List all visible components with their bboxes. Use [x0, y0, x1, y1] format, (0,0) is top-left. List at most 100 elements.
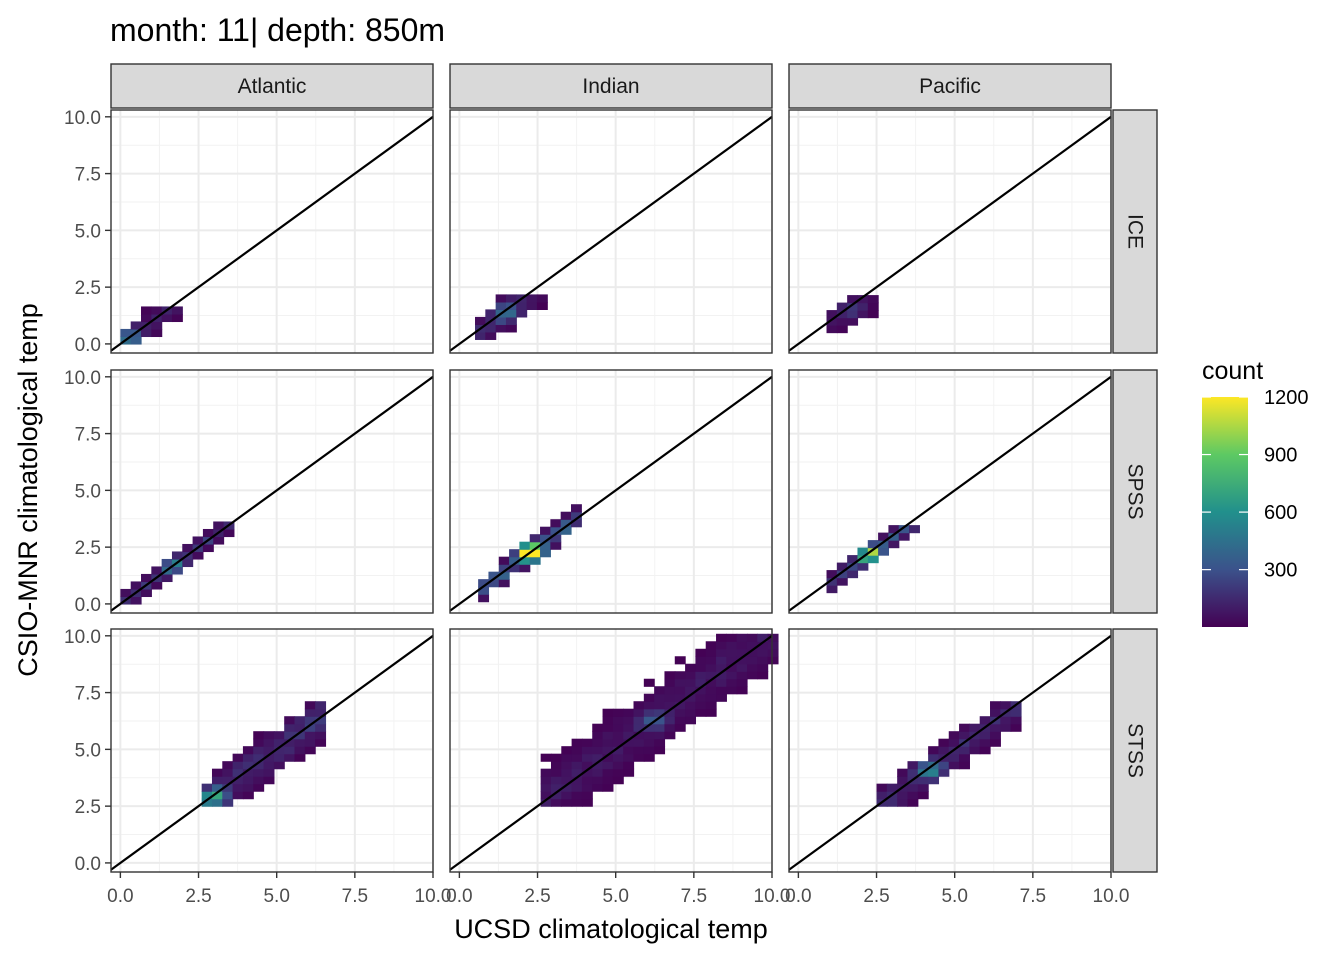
heat-tile: [695, 693, 707, 702]
heat-tile: [602, 761, 614, 770]
heat-tile: [242, 753, 254, 762]
heat-tile: [1010, 708, 1022, 717]
heat-tile: [990, 738, 1001, 747]
heat-tile: [623, 746, 635, 755]
heat-tile: [495, 301, 507, 310]
heat-tile: [767, 656, 779, 665]
heat-tile: [836, 562, 848, 571]
heat-tile: [141, 328, 152, 338]
heat-tile: [674, 656, 686, 665]
column-strip: [788, 63, 1112, 109]
heat-tile: [550, 526, 562, 535]
heat-tiles: [540, 633, 779, 807]
heat-tile: [959, 761, 970, 770]
heat-tile: [495, 316, 507, 325]
heat-tile: [592, 731, 604, 740]
heat-tile: [705, 686, 717, 695]
y-tick-label: 7.5: [75, 165, 101, 186]
heat-tile: [898, 532, 910, 541]
heat-tile: [633, 708, 645, 717]
heat-tile: [478, 586, 490, 595]
heat-tile: [201, 798, 213, 807]
panel-border: [788, 369, 1112, 614]
heat-tile: [685, 663, 697, 672]
heat-tile: [826, 325, 838, 334]
heat-tile: [151, 581, 163, 590]
heat-tile: [990, 701, 1001, 710]
heat-tile: [550, 798, 562, 807]
y-tick-label: 0.0: [75, 335, 101, 356]
heat-tile: [969, 738, 981, 747]
heat-tile: [263, 731, 275, 740]
heat-tile: [876, 791, 888, 800]
heat-tile: [540, 768, 552, 777]
heat-tile: [263, 761, 275, 770]
heat-tile: [284, 723, 296, 732]
heat-tile: [847, 317, 859, 326]
heat-tile: [516, 309, 528, 318]
heat-tile: [685, 686, 697, 695]
heat-tile: [867, 295, 879, 304]
identity-line: [788, 634, 1112, 871]
heat-tile: [757, 648, 769, 657]
heat-tile: [253, 731, 265, 740]
y-tick-label: 10.0: [64, 108, 101, 129]
x-tick-label: 0.0: [785, 886, 811, 907]
x-tick-label: 10.0: [415, 886, 452, 907]
heat-tile: [623, 731, 635, 740]
facet-panel-ice-pacific: [788, 109, 1112, 354]
heat-tile: [979, 738, 991, 747]
heat-tile: [232, 791, 244, 800]
heat-tile: [571, 776, 583, 785]
heat-tile: [263, 746, 275, 755]
heat-tile: [602, 738, 614, 747]
heat-tile: [847, 302, 859, 311]
legend-tick-label: 1200: [1264, 387, 1309, 409]
heat-tile: [716, 656, 727, 665]
heat-tile: [315, 738, 327, 747]
panel-border: [449, 109, 773, 354]
identity-line: [449, 634, 773, 871]
heat-tile: [581, 768, 593, 777]
heat-tile: [294, 753, 306, 762]
heat-tile: [540, 783, 552, 792]
heat-tile: [633, 716, 645, 725]
axes: 0.02.55.07.510.00.02.55.07.510.00.02.55.…: [64, 108, 1129, 907]
facet-panel-ice-atlantic: [110, 109, 434, 354]
heat-tile: [284, 753, 296, 762]
heat-tile: [602, 776, 614, 785]
heat-tile: [141, 588, 152, 598]
x-tick-label: 2.5: [185, 886, 211, 907]
facet-panel-ice-indian: [449, 109, 773, 354]
heat-tile: [948, 753, 960, 762]
heat-tile: [550, 753, 562, 762]
heat-tile: [1000, 701, 1012, 710]
heat-tile: [705, 708, 717, 717]
y-tick-label: 0.0: [75, 854, 101, 875]
heat-tile: [623, 723, 635, 732]
heat-tile: [519, 564, 531, 573]
heat-tile: [519, 556, 531, 565]
heat-tile: [705, 678, 717, 687]
heat-tile: [1010, 723, 1022, 732]
heat-tile: [888, 532, 900, 541]
heat-tile: [705, 663, 717, 672]
y-tick-label: 2.5: [75, 797, 101, 818]
heat-tile: [141, 573, 152, 583]
heat-tile: [253, 783, 265, 792]
heat-tile: [990, 708, 1001, 717]
heat-tile: [529, 549, 541, 558]
heat-tile: [222, 776, 234, 785]
heat-tile: [526, 301, 538, 310]
heat-tile: [867, 540, 879, 549]
heat-tile: [917, 776, 929, 785]
heat-tile: [928, 776, 940, 785]
heat-tile: [581, 783, 593, 792]
panel-border: [788, 628, 1112, 873]
x-tick-label: 7.5: [342, 886, 368, 907]
heat-tile: [581, 791, 593, 800]
heat-tile: [560, 519, 572, 528]
heat-tiles: [201, 701, 327, 807]
heat-tile: [529, 534, 541, 543]
